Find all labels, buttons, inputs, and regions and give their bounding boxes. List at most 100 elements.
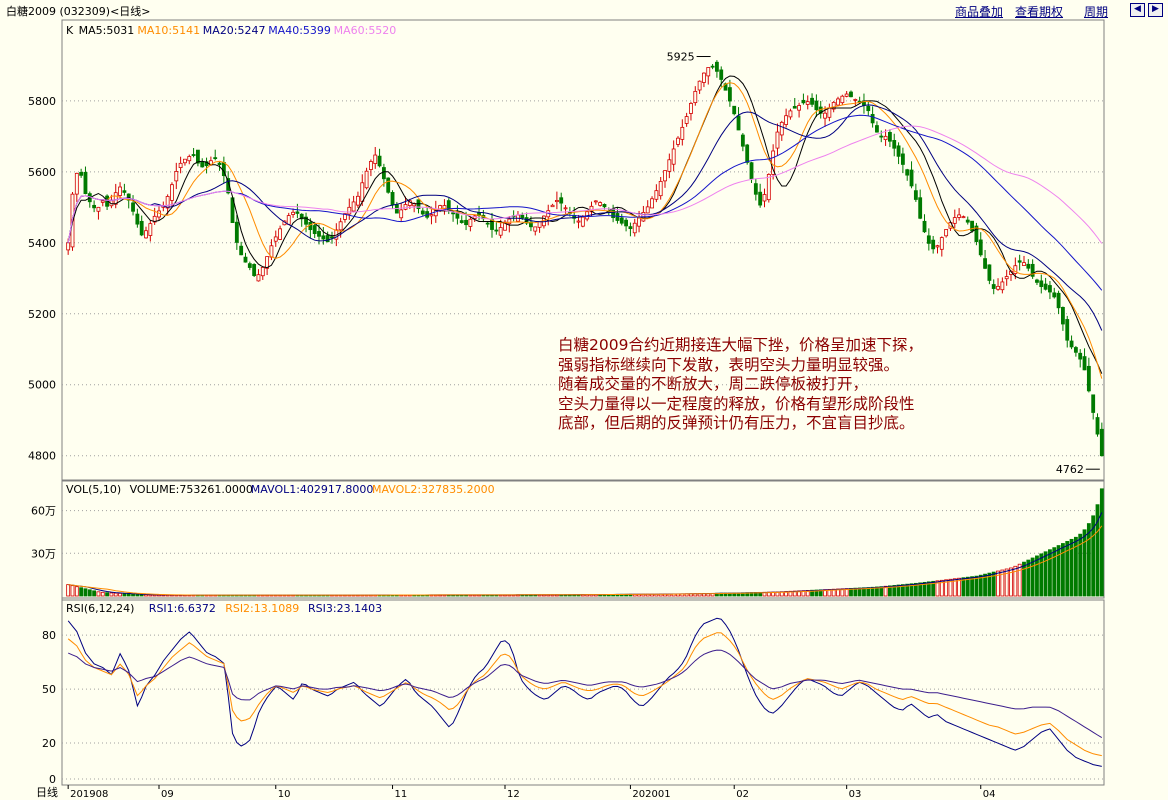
candle-body	[987, 264, 992, 281]
volume-bar	[922, 581, 927, 597]
candle-body	[533, 226, 538, 232]
price-legend-item: MA20:5247	[203, 24, 266, 37]
volume-bar	[1035, 555, 1039, 597]
candle-body	[256, 274, 261, 282]
candle-body	[965, 219, 970, 223]
candle-body	[96, 206, 101, 212]
candle-body	[875, 125, 879, 133]
candle-body	[330, 236, 334, 239]
period-link[interactable]: 周期	[1084, 5, 1109, 19]
candle-body	[918, 197, 923, 219]
candle-body	[368, 161, 373, 170]
candle-body	[1004, 276, 1009, 280]
view-options-link[interactable]: 查看期权	[1015, 5, 1064, 19]
commodity-overlay-link[interactable]: 商品叠加	[955, 5, 1004, 19]
candle-body	[732, 105, 737, 115]
candle-body	[870, 114, 875, 124]
rsi-legend-item: RSI1:6.6372	[149, 602, 216, 615]
volume-bar	[1048, 549, 1052, 597]
nav-prev-button[interactable]: ◀	[1130, 3, 1145, 17]
candle-body	[468, 218, 473, 227]
candle-body	[1099, 428, 1104, 457]
candle-body	[183, 158, 187, 164]
volume-legend-item: MAVOL2:327835.2000	[372, 483, 495, 496]
volume-bar	[879, 586, 884, 597]
candle-body	[632, 222, 637, 234]
candle-body	[79, 172, 84, 176]
price-tick-label: 4800	[28, 450, 56, 463]
candle-body	[278, 228, 283, 240]
volume-bar	[931, 580, 936, 597]
low-price-label: 4762	[1056, 463, 1084, 476]
candle-body	[1091, 394, 1096, 413]
candle-body	[836, 98, 840, 106]
candle-body	[148, 223, 153, 236]
volume-bar	[1091, 515, 1096, 597]
volume-bar	[109, 592, 114, 597]
candle-body	[654, 190, 659, 200]
candle-body	[529, 221, 533, 228]
volume-bar	[1069, 538, 1074, 597]
price-tick-label: 5200	[28, 308, 56, 321]
candle-body	[118, 186, 122, 196]
candle-body	[762, 194, 767, 202]
candle-body	[343, 213, 347, 220]
nav-next-button[interactable]: ▶	[1148, 3, 1163, 17]
candle-body	[866, 105, 871, 112]
volume-bar	[70, 585, 75, 597]
candle-body	[1060, 306, 1065, 325]
volume-bar	[1095, 504, 1100, 597]
candle-body	[554, 200, 559, 203]
candle-body	[887, 131, 892, 142]
volume-bar	[957, 577, 962, 597]
volume-bar	[983, 573, 987, 597]
candle-body	[360, 182, 365, 202]
volume-bar	[978, 574, 983, 597]
volume-bar	[913, 582, 918, 597]
volume-bar	[131, 593, 135, 597]
volume-bar	[952, 578, 957, 597]
candle-body	[559, 197, 564, 204]
candle-body	[503, 221, 507, 231]
candle-body	[100, 200, 105, 203]
volume-bar	[113, 592, 118, 597]
candle-body	[1095, 417, 1100, 435]
candle-body	[364, 170, 369, 189]
candle-body	[758, 191, 763, 206]
rsi-line-rsi2	[67, 632, 1102, 757]
candle-body	[74, 172, 79, 195]
candle-body	[429, 214, 434, 217]
price-tick-label: 5600	[28, 166, 56, 179]
candle-body	[814, 100, 819, 111]
ma60-line	[67, 125, 1103, 244]
candle-body	[805, 101, 810, 105]
candle-body	[113, 192, 118, 205]
candle-body	[1017, 260, 1022, 263]
candle-body	[291, 211, 295, 215]
candle-body	[714, 61, 719, 72]
x-tick-label: 202001	[632, 789, 670, 800]
candle-body	[883, 135, 888, 141]
candle-body	[753, 183, 758, 195]
candle-body	[1030, 263, 1035, 277]
candle-body	[83, 171, 88, 195]
mavol2-line	[68, 525, 1103, 596]
candle-body	[697, 80, 702, 91]
candle-body	[957, 214, 962, 218]
candle-body	[200, 161, 205, 168]
chart-title: 白糖2009 (032309)<日线>	[6, 5, 151, 18]
candle-body	[1013, 265, 1018, 274]
volume-bar	[887, 585, 892, 597]
candle-body	[195, 149, 200, 164]
rsi-tick-label: 50	[42, 683, 56, 696]
rsi-line-rsi1	[67, 617, 1102, 767]
candle-body	[1065, 319, 1070, 341]
candle-body	[598, 202, 603, 206]
volume-bar	[92, 590, 97, 597]
candle-body	[779, 121, 784, 136]
candle-body	[849, 91, 853, 98]
high-price-label: 5925	[667, 51, 695, 64]
candle-body	[459, 220, 464, 223]
volume-bar	[1052, 547, 1057, 597]
